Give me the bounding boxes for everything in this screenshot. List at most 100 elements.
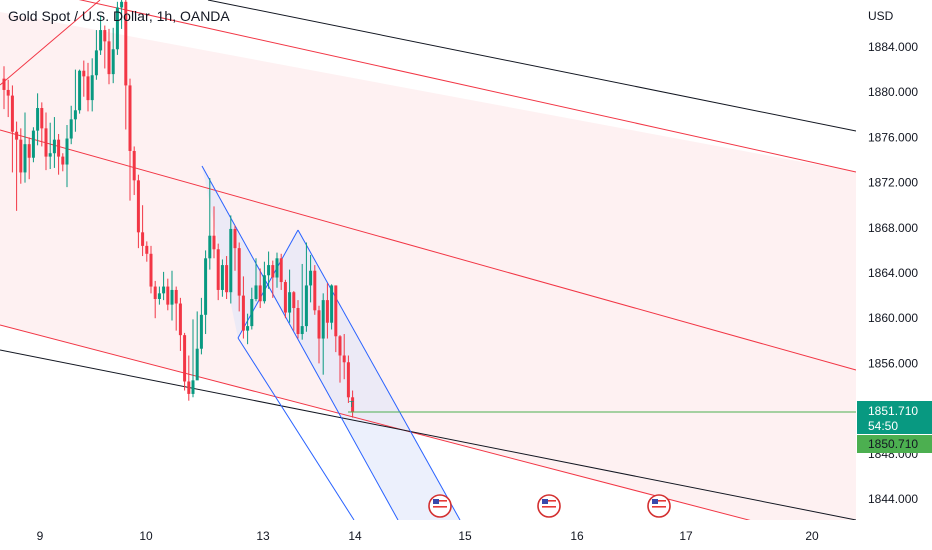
candle-body xyxy=(304,285,308,327)
flag-stripe xyxy=(542,503,556,505)
y-tick-label: 1860.000 xyxy=(868,311,918,325)
currency-label: USD xyxy=(868,9,894,23)
candle-down xyxy=(149,245,153,294)
price-axis-background xyxy=(856,0,932,550)
candle-down xyxy=(124,0,128,130)
price-axis: USD 1884.000 1880.000 1876.000 1872.000 1868.… xyxy=(856,0,932,550)
candle-down xyxy=(258,268,262,309)
candle-body xyxy=(166,286,170,305)
candle-body xyxy=(183,335,187,382)
candle-down xyxy=(27,137,31,180)
candle-down xyxy=(313,265,317,315)
flag-stripe xyxy=(542,509,556,511)
candle-up xyxy=(31,127,35,163)
candle-body xyxy=(199,314,203,349)
candle-body xyxy=(170,289,174,305)
x-tick-label: 17 xyxy=(679,529,693,543)
candle-body xyxy=(162,286,166,294)
candle-down xyxy=(351,390,355,418)
candle-down xyxy=(103,25,107,69)
candle-up xyxy=(191,319,195,398)
candle-body xyxy=(330,285,334,323)
candle-body xyxy=(90,75,94,101)
candle-down xyxy=(153,280,157,319)
flag-stripe xyxy=(433,506,447,508)
candle-body xyxy=(10,95,14,132)
candle-body xyxy=(136,180,140,233)
candle-body xyxy=(19,139,23,173)
candle-body xyxy=(313,270,317,311)
candle-down xyxy=(187,355,191,401)
candle-down xyxy=(325,283,329,339)
candle-body xyxy=(237,248,241,296)
flag-canton xyxy=(652,499,658,504)
x-tick-label: 16 xyxy=(570,529,584,543)
candle-up xyxy=(36,93,40,146)
candle-up xyxy=(267,251,271,289)
us-event-flag-icon xyxy=(647,494,671,518)
candle-down xyxy=(128,78,132,201)
red-channel-upper-line xyxy=(78,0,857,173)
candle-up xyxy=(90,58,94,112)
candle-body xyxy=(195,348,199,381)
candle-body xyxy=(27,144,31,158)
candle-body xyxy=(6,89,10,96)
candle-body xyxy=(275,258,279,278)
x-tick-label: 9 xyxy=(37,529,44,543)
candle-down xyxy=(82,60,86,97)
y-tick-label: 1880.000 xyxy=(868,85,918,99)
candle-body xyxy=(15,131,19,140)
flag-stripe xyxy=(652,509,666,511)
candle-body xyxy=(351,397,355,412)
candle-body xyxy=(191,380,195,394)
candle-down xyxy=(346,355,350,403)
candle-body xyxy=(145,245,149,254)
candle-up xyxy=(115,1,119,55)
candle-body xyxy=(250,298,254,327)
candle-body xyxy=(216,249,220,290)
candle-body xyxy=(212,235,216,250)
candle-up xyxy=(111,27,115,84)
candle-down xyxy=(271,260,275,298)
plot-area: T xyxy=(0,0,857,549)
blue-channel-right-line xyxy=(297,229,461,521)
candle-down xyxy=(342,334,346,380)
candle-down xyxy=(141,205,145,257)
candle-body xyxy=(334,285,338,337)
candle-up xyxy=(229,215,233,304)
candle-body xyxy=(2,78,6,90)
previous-price-value: 1850.710 xyxy=(868,437,918,451)
candle-down xyxy=(338,335,342,383)
candle-body xyxy=(78,70,82,111)
candle-body xyxy=(73,110,77,120)
time-axis-background xyxy=(0,520,856,550)
y-tick-label: 1876.000 xyxy=(868,130,918,144)
candle-body xyxy=(103,30,107,42)
previous-price-badge xyxy=(857,435,932,453)
candle-body xyxy=(321,300,325,339)
candle-down xyxy=(166,278,170,311)
blue-channel-left-line xyxy=(201,165,399,521)
time-axis: 9 10 13 14 15 16 17 20 xyxy=(0,520,856,550)
candle-down xyxy=(44,112,48,171)
candle-body xyxy=(279,258,283,283)
candle-up xyxy=(48,122,52,170)
candle-down xyxy=(317,305,321,364)
candle-up xyxy=(250,287,254,330)
candle-body xyxy=(283,282,287,313)
candle-body xyxy=(82,70,86,77)
candle-down xyxy=(136,174,140,249)
candle-down xyxy=(216,243,220,301)
candle-body xyxy=(267,265,271,276)
red-channel-middle-line xyxy=(0,129,857,371)
candle-body xyxy=(132,150,136,181)
candle-up xyxy=(254,258,258,302)
candle-body xyxy=(229,228,233,293)
chart-title: Gold Spot / U.S. Dollar, 1h, OANDA xyxy=(8,8,230,24)
candle-body xyxy=(262,275,266,302)
candle-body xyxy=(309,270,313,286)
countdown-value: 54:50 xyxy=(868,419,898,433)
x-tick-label: 14 xyxy=(348,529,362,543)
candle-down xyxy=(2,66,6,110)
